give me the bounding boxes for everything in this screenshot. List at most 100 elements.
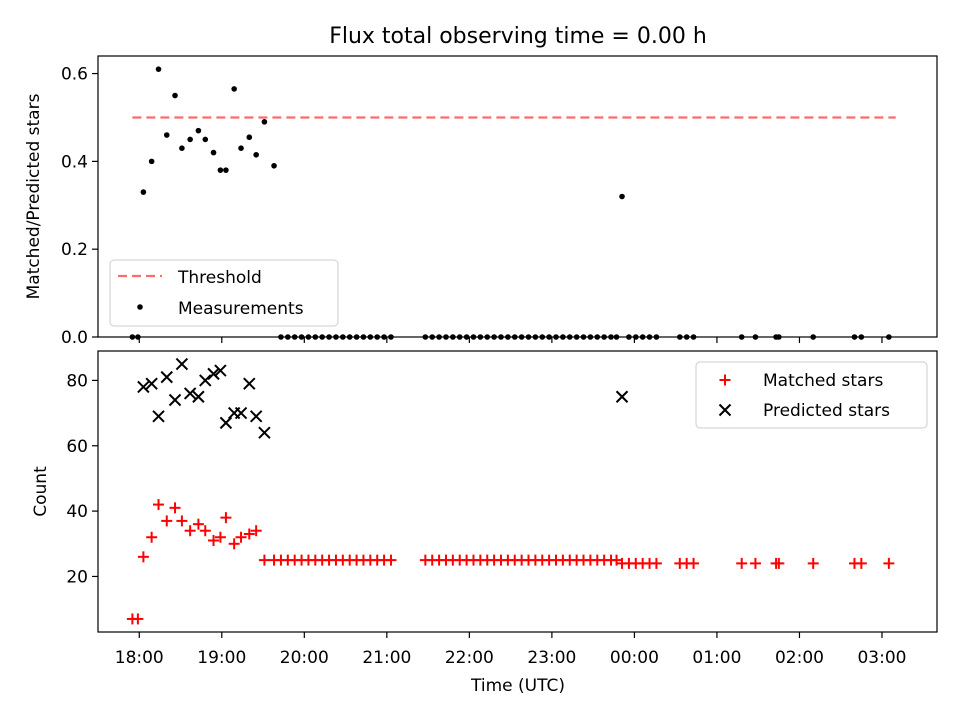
predicted-star-point-b (199, 374, 212, 387)
measurement-point (752, 334, 759, 340)
measurement-point (261, 119, 268, 125)
measurement-point (312, 334, 319, 340)
measurement-point (505, 334, 511, 340)
measurement-point (271, 162, 277, 169)
measurement-point (601, 334, 607, 340)
x-tick-label: 20:00 (280, 648, 329, 668)
legend-matched-label: Matched stars (763, 371, 883, 391)
measurement-point (374, 334, 381, 340)
measurement-point (179, 145, 185, 152)
measurement-point (140, 189, 147, 195)
measurement-point (886, 334, 892, 340)
x-tick-label: 22:00 (445, 648, 494, 668)
measurement-point (573, 334, 580, 340)
measurement-point (810, 334, 817, 340)
measurement-point (129, 334, 136, 340)
top-y-axis-label: Matched/Predicted stars (24, 93, 44, 299)
bottom-y-tick-label: 40 (66, 502, 88, 522)
predicted-star-point-b (175, 357, 189, 371)
measurement-point (210, 149, 217, 156)
measurement-point (202, 136, 209, 143)
measurement-point (195, 127, 202, 134)
top-y-tick-label: 0.0 (61, 328, 88, 348)
top-legend-box (109, 259, 339, 327)
measurement-point (172, 92, 178, 99)
measurement-point (518, 334, 525, 340)
measurement-point (360, 334, 367, 340)
measurement-point (148, 158, 155, 165)
measurement-point (587, 334, 594, 340)
measurement-point (525, 334, 532, 340)
measurement-point (463, 334, 470, 340)
x-axis-label: Time (UTC) (470, 676, 565, 696)
measurement-point (511, 334, 518, 340)
top-y-tick-label: 0.6 (61, 65, 88, 85)
x-tick-label: 01:00 (692, 648, 741, 668)
measurement-point (690, 334, 697, 340)
predicted-star-point-b (183, 387, 197, 400)
measurement-point (381, 334, 387, 340)
measurement-point (422, 334, 429, 340)
measurement-point (532, 334, 539, 340)
legend-threshold-label: Threshold (177, 268, 262, 288)
measurement-point (436, 334, 442, 340)
measurement-point (653, 334, 660, 340)
top-subplot: 0.0 0.2 0.4 0.6 Matched/Predicted stars Thres… (24, 55, 938, 348)
measurement-point (619, 193, 625, 200)
x-tick-label: 03:00 (857, 648, 906, 668)
measurement-point (776, 334, 782, 340)
measurement-point (491, 334, 497, 340)
x-tick-label: 18:00 (115, 648, 164, 668)
predicted-star-point-b (243, 377, 256, 390)
measurement-point (217, 167, 224, 173)
bottom-y-tick-label: 60 (66, 437, 88, 457)
measurement-point (298, 334, 305, 340)
measurement-point (353, 334, 360, 340)
predicted-star-point-b (192, 390, 205, 403)
legend-measurements-label: Measurements (178, 299, 304, 319)
measurement-point (253, 151, 259, 158)
measurement-point (676, 334, 683, 340)
measurement-point (851, 334, 858, 340)
measurement-point (326, 334, 332, 340)
measurement-point (477, 334, 484, 340)
measurement-point (738, 334, 745, 340)
bottom-legend: Matched stars Predicted stars (695, 361, 928, 429)
bottom-y-tick-label: 20 (66, 567, 88, 587)
measurement-point (187, 136, 193, 143)
measurement-point (553, 334, 559, 340)
measurement-point (246, 134, 253, 141)
figure-title: Flux total observing time = 0.00 h (329, 24, 707, 49)
predicted-star-point-b (168, 393, 182, 407)
measurement-point (560, 334, 566, 340)
measurement-point (456, 334, 463, 340)
measurement-point (632, 334, 639, 340)
x-tick-label: 00:00 (610, 648, 659, 668)
measurement-point (340, 334, 346, 340)
measurement-point (291, 334, 298, 340)
measurement-point (305, 334, 312, 340)
measurement-point (223, 167, 229, 173)
top-legend: Threshold Measurements (109, 259, 339, 327)
legend-predicted-label: Predicted stars (763, 401, 890, 421)
measurement-point (546, 334, 552, 340)
measurement-point (135, 334, 141, 340)
legend-predicted-swatch-b (718, 403, 732, 417)
bottom-y-axis-label: Count (31, 466, 51, 517)
measurement-point (285, 334, 291, 340)
bottom-legend-box (695, 361, 928, 429)
measurement-point (238, 145, 244, 152)
measurement-point (155, 66, 162, 72)
measurement-point (333, 334, 339, 340)
measurement-point (646, 334, 653, 340)
measurement-point (566, 334, 573, 340)
x-tick-label: 23:00 (527, 648, 576, 668)
measurement-point (346, 334, 353, 340)
measurement-point (278, 334, 284, 340)
measurement-point (470, 334, 477, 340)
measurement-point (639, 334, 646, 340)
measurement-point (443, 334, 449, 340)
x-tick-label: 21:00 (362, 648, 411, 668)
